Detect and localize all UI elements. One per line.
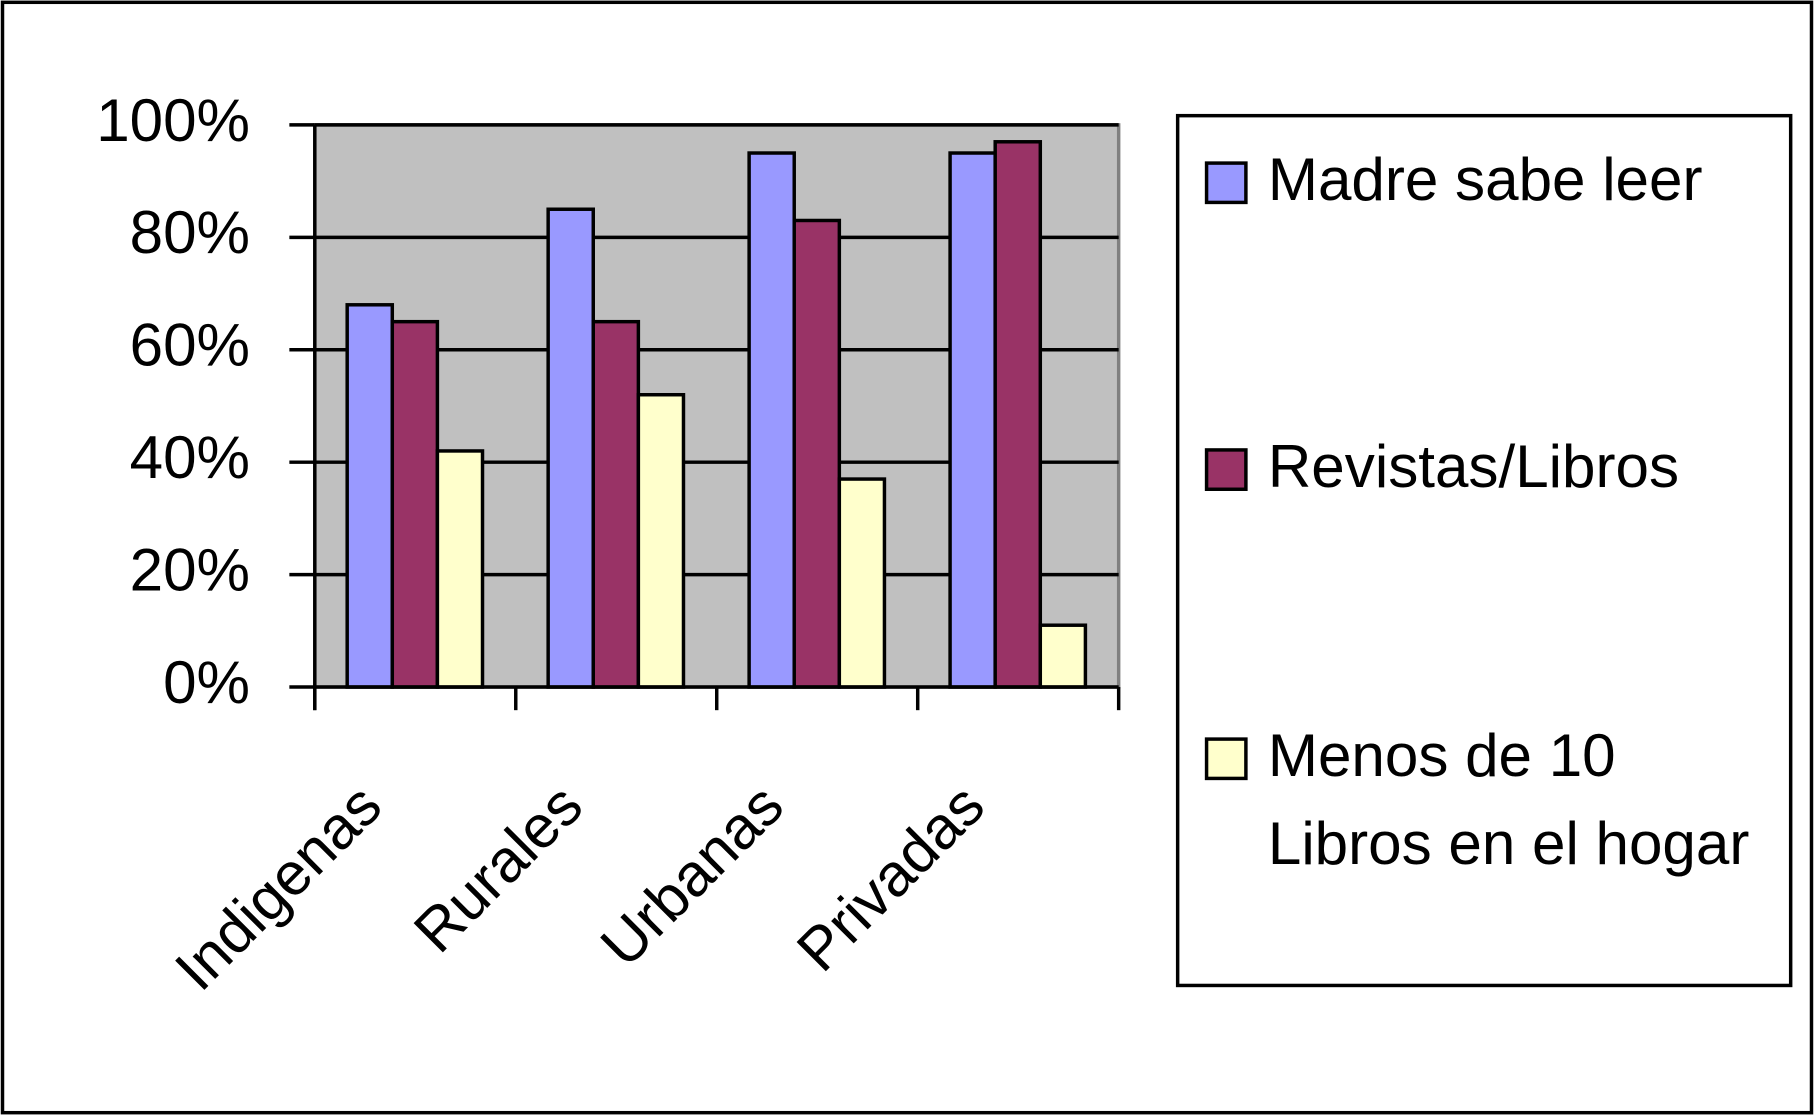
y-tick-label: 0% (163, 649, 250, 716)
bar (993, 140, 1043, 689)
y-tick-label: 40% (130, 424, 250, 491)
bar (345, 303, 395, 689)
legend-label: Revistas/Libros (1267, 433, 1680, 501)
legend-label-box: Revistas/Libros (1267, 433, 1680, 501)
y-tick-label: 80% (130, 199, 250, 266)
bar (948, 151, 997, 689)
y-tick-label: 60% (130, 312, 250, 379)
legend-label: Madre sabe leer (1267, 146, 1703, 214)
legend-swatch (1204, 737, 1248, 781)
bar (837, 477, 887, 689)
bar (546, 207, 595, 689)
bar (435, 449, 485, 689)
legend-box (1175, 113, 1793, 988)
legend-label: Menos de 10 Libros en el hogar (1267, 722, 1750, 878)
bar (390, 319, 440, 689)
bar (636, 393, 686, 689)
bar (792, 218, 842, 689)
legend-swatch (1204, 448, 1248, 491)
bar (591, 319, 641, 689)
legend-label-box: Madre sabe leer (1267, 146, 1703, 214)
legend-swatch (1204, 161, 1248, 205)
y-tick-label: 100% (96, 87, 250, 154)
legend-label-box: Menos de 10 Libros en el hogar (1267, 722, 1750, 878)
y-tick-label: 20% (130, 537, 250, 604)
bar (1038, 623, 1088, 689)
bar (747, 151, 796, 689)
